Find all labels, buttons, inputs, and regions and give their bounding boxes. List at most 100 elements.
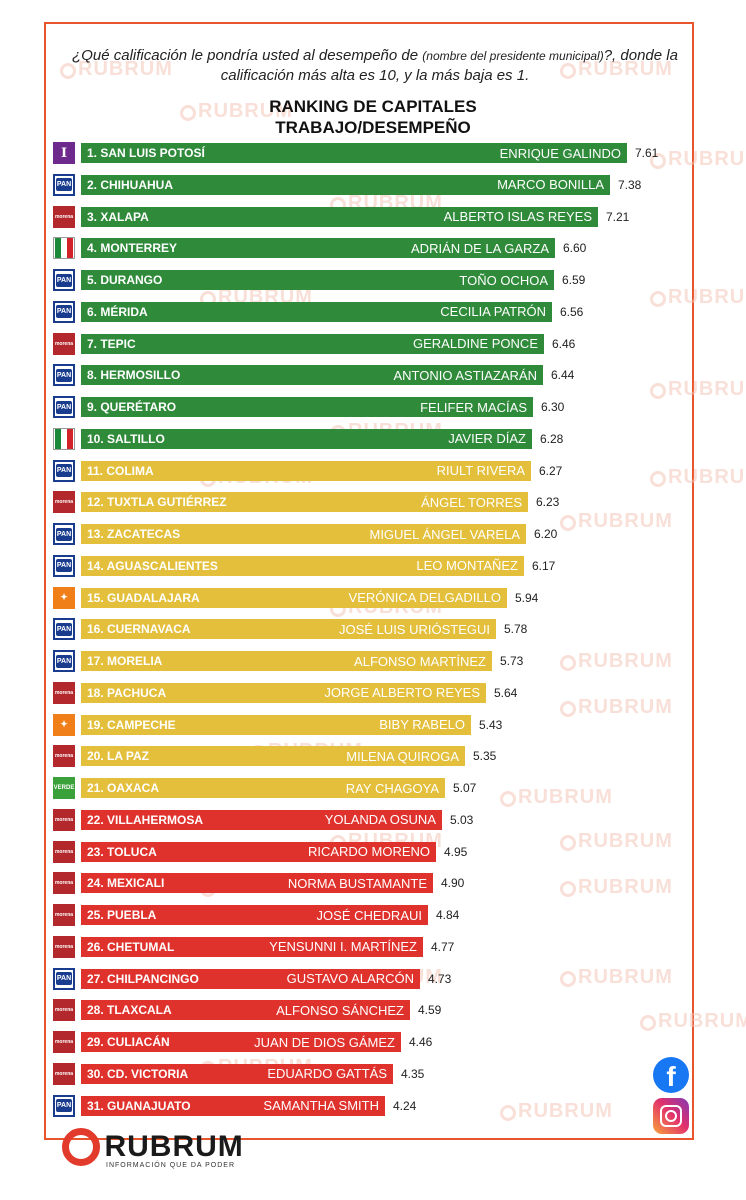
- pan-logo-icon: PAN: [53, 269, 75, 291]
- bar: 31. GUANAJUATO SAMANTHA SMITH: [81, 1095, 385, 1116]
- morena-logo-icon: morena: [53, 904, 75, 926]
- bar-city-label: 20. LA PAZ: [87, 749, 150, 764]
- bar-city-label: 6. MÉRIDA: [87, 304, 148, 319]
- bar: 20. LA PAZ MILENA QUIROGA: [81, 746, 465, 767]
- morena-logo-icon: morena: [53, 205, 75, 228]
- bar-value-label: 6.20: [534, 527, 558, 541]
- bar-value-label: 4.46: [409, 1035, 433, 1049]
- bar-value-label: 4.90: [441, 876, 465, 891]
- pan-logo-icon: PAN: [53, 300, 75, 323]
- bar-value-label: 6.27: [539, 463, 563, 478]
- bar-city-label: 15. GUADALAJARA: [87, 590, 200, 605]
- bar-value-label: 5.03: [450, 812, 474, 827]
- bar-value-label: 5.94: [515, 590, 539, 605]
- bar-mayor-name: RICARDO MORENO: [307, 844, 430, 859]
- bar: 17. MORELIA ALFONSO MARTÍNEZ: [81, 651, 492, 671]
- bar-value-label: 6.23: [536, 495, 560, 510]
- bar: 9. QUERÉTARO FELIFER MACÍAS: [81, 397, 533, 417]
- bar-mayor-name: SAMANTHA SMITH: [263, 1098, 379, 1113]
- pan-logo-icon: PAN: [53, 1094, 75, 1117]
- bar: 8. HERMOSILLO ANTONIO ASTIAZARÁN: [81, 365, 543, 386]
- bar-city-label: 16. CUERNAVACA: [87, 622, 191, 637]
- bar: 19. CAMPECHE BIBY RABELO: [81, 714, 471, 735]
- chart-title-block: RANKING DE CAPITALES TRABAJO/DESEMPEÑO: [0, 96, 746, 138]
- bar: 10. SALTILLO JAVIER DÍAZ: [81, 428, 532, 449]
- rubrum-logo: RUBRUM INFORMACIÓN QUE DA PODER: [62, 1128, 244, 1169]
- independent-icon: I: [53, 142, 75, 164]
- chart-title: RANKING DE CAPITALES: [269, 97, 477, 116]
- bar: 4. MONTERREY ADRIÁN DE LA GARZA: [81, 238, 555, 259]
- bar-city-label: 18. PACHUCA: [87, 685, 167, 700]
- bar-value-label: 5.35: [473, 749, 497, 764]
- bar-value-label: 6.59: [562, 273, 586, 287]
- bar-city-label: 9. QUERÉTARO: [87, 400, 177, 414]
- morena-logo-icon: morena: [53, 808, 75, 831]
- pan-logo-icon: PAN: [53, 650, 75, 672]
- pan-logo-icon: PAN: [53, 364, 75, 387]
- bar-value-label: 7.21: [606, 209, 630, 224]
- bar: 11. COLIMA RIULT RIVERA: [81, 460, 531, 481]
- bar-value-label: 6.56: [560, 304, 584, 319]
- morena-logo-icon: morena: [53, 745, 75, 768]
- bar: 6. MÉRIDA CECILIA PATRÓN: [81, 301, 552, 322]
- bar: 24. MEXICALI NORMA BUSTAMANTE: [81, 873, 433, 894]
- rubrum-ring-icon: [62, 1128, 100, 1166]
- morena-logo-icon: morena: [53, 332, 75, 355]
- bar-value-label: 6.17: [532, 558, 556, 573]
- bar-value-label: 4.24: [393, 1098, 417, 1113]
- bar-city-label: 30. CD. VICTORIA: [87, 1066, 189, 1081]
- bar-value-label: 6.60: [563, 241, 587, 256]
- bar-city-label: 24. MEXICALI: [87, 876, 165, 891]
- bar-value-label: 6.44: [551, 368, 575, 383]
- bar-value-label: 5.78: [504, 622, 528, 637]
- bar-city-label: 3. XALAPA: [87, 209, 149, 224]
- bar-value-label: 4.73: [428, 971, 452, 986]
- morena-logo-icon: morena: [53, 999, 75, 1022]
- bar-mayor-name: ANTONIO ASTIAZARÁN: [393, 367, 537, 383]
- bar-city-label: 10. SALTILLO: [87, 431, 165, 446]
- bar-mayor-name: YOLANDA OSUNA: [324, 812, 436, 828]
- morena-logo-icon: morena: [53, 1062, 75, 1085]
- bar-mayor-name: GUSTAVO ALARCÓN: [286, 971, 414, 986]
- movimiento-ciudadano-logo-icon: ✦: [53, 713, 75, 736]
- bar-value-label: 5.64: [494, 685, 518, 700]
- bar-city-label: 27. CHILPANCINGO: [87, 971, 199, 986]
- bar: 27. CHILPANCINGO GUSTAVO ALARCÓN: [81, 968, 420, 989]
- bar-city-label: 28. TLAXCALA: [87, 1003, 172, 1018]
- bar: 18. PACHUCA JORGE ALBERTO REYES: [81, 682, 486, 703]
- chart-subtitle: TRABAJO/DESEMPEÑO: [275, 118, 471, 137]
- bar-city-label: 8. HERMOSILLO: [87, 368, 181, 383]
- bar-mayor-name: EDUARDO GATTÁS: [267, 1066, 387, 1082]
- bar-value-label: 4.77: [431, 939, 455, 954]
- bar-mayor-name: MILENA QUIROGA: [346, 748, 459, 764]
- survey-question: ¿Qué calificación le pondría usted al de…: [70, 46, 680, 86]
- bar-mayor-name: ALFONSO SÁNCHEZ: [276, 1002, 404, 1018]
- bar-city-label: 29. CULIACÁN: [87, 1035, 170, 1049]
- bar-city-label: 25. PUEBLA: [87, 908, 157, 922]
- bar-mayor-name: YENSUNNI I. MARTÍNEZ: [269, 939, 417, 955]
- pan-logo-icon: PAN: [53, 554, 75, 577]
- instagram-lens-shape: [665, 1110, 677, 1122]
- pan-logo-icon: PAN: [53, 523, 75, 545]
- bar-mayor-name: NORMA BUSTAMANTE: [287, 875, 427, 891]
- bar-mayor-name: VERÓNICA DELGADILLO: [348, 590, 501, 605]
- bar: 3. XALAPA ALBERTO ISLAS REYES: [81, 206, 598, 227]
- bar-value-label: 6.30: [541, 400, 565, 414]
- bar: 1. SAN LUIS POTOSÍ ENRIQUE GALINDO: [81, 143, 627, 163]
- bar-mayor-name: LEO MONTAÑEZ: [416, 558, 518, 574]
- bar-city-label: 2. CHIHUAHUA: [87, 177, 174, 192]
- morena-logo-icon: morena: [53, 1031, 75, 1053]
- instagram-icon[interactable]: [653, 1098, 689, 1134]
- bar-city-label: 26. CHETUMAL: [87, 939, 175, 954]
- question-placeholder: (nombre del presidente municipal): [422, 49, 604, 63]
- bar-city-label: 5. DURANGO: [87, 273, 163, 287]
- bar-mayor-name: BIBY RABELO: [379, 717, 465, 732]
- bar: 21. OAXACA RAY CHAGOYA: [81, 778, 445, 798]
- bar-city-label: 1. SAN LUIS POTOSÍ: [87, 146, 205, 160]
- facebook-icon[interactable]: f: [653, 1057, 689, 1093]
- bar-value-label: 5.73: [500, 654, 524, 668]
- instagram-camera-shape: [660, 1105, 682, 1127]
- bar: 26. CHETUMAL YENSUNNI I. MARTÍNEZ: [81, 936, 423, 957]
- bar-mayor-name: GERALDINE PONCE: [413, 336, 538, 351]
- question-part-2: ?, donde la calificación más alta es 10,…: [220, 47, 678, 84]
